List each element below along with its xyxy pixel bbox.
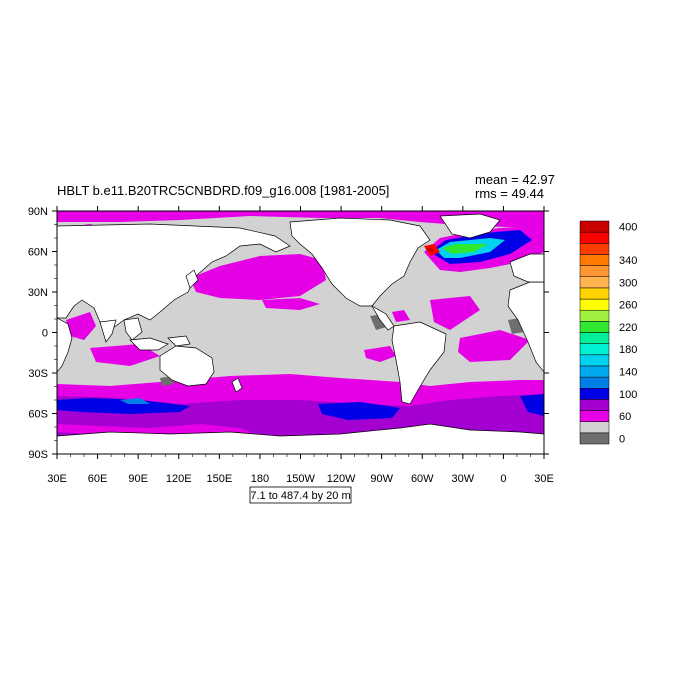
y-tick-label: 30S — [28, 368, 48, 380]
colorbar-swatch — [579, 332, 610, 344]
greenland — [439, 213, 501, 239]
north-atlantic-patch — [430, 296, 480, 330]
x-tick-label: 90E — [128, 473, 148, 485]
colorbar-label: 140 — [619, 367, 637, 379]
south-america — [391, 321, 447, 405]
land — [57, 213, 544, 454]
colorbar-label: 300 — [619, 277, 637, 289]
x-tick-label: 150W — [286, 473, 315, 485]
indonesia — [129, 337, 169, 351]
colorbar-swatch — [579, 276, 610, 289]
colorbar-swatch — [579, 365, 610, 378]
africa-east — [57, 317, 73, 373]
x-tick-label: 120E — [166, 473, 192, 485]
colorbar-swatch — [579, 287, 610, 300]
new-zealand — [231, 377, 243, 393]
pacific-streak — [262, 298, 320, 310]
hotspot-darkred — [426, 248, 434, 252]
japan — [185, 269, 199, 289]
rms-stat: rms = 49.44 — [475, 186, 544, 201]
colorbar-label: 220 — [619, 322, 637, 334]
hotspot-green — [442, 244, 488, 254]
y-axis-ticks: 90N 60N 30N 0 30S 60S 90S — [28, 206, 549, 461]
colorbar-label: 180 — [619, 344, 637, 356]
colorbar-swatch — [579, 243, 610, 255]
colorbar-swatch — [579, 220, 610, 233]
lightblue-patch — [120, 398, 150, 404]
y-tick-label: 90S — [28, 449, 48, 461]
colorbar-swatch — [579, 265, 610, 278]
south-atlantic-patch — [458, 330, 530, 362]
x-axis-ticks: 30E 60E 90E 120E 150E 180 150W 120W 90W 60W 30W 0 30… — [47, 206, 554, 485]
eurasia — [57, 223, 291, 331]
blue-patch-1 — [57, 398, 190, 414]
blue-patch-2 — [318, 402, 400, 420]
indochina — [123, 317, 143, 341]
australia — [159, 345, 215, 387]
colorbar-swatch — [579, 388, 610, 400]
x-tick-label: 120W — [327, 473, 356, 485]
chart-title: HBLT b.e11.B20TRC5CNBDRD.f09_g16.008 [19… — [57, 183, 389, 198]
x-tick-label: 30E — [47, 473, 67, 485]
contour-info: 7.1 to 487.4 by 20 m — [250, 490, 350, 502]
mean-stat: mean = 42.97 — [475, 172, 555, 187]
y-tick-label: 60S — [28, 409, 48, 421]
caribbean-patch — [392, 310, 410, 322]
colorbar-swatch — [579, 410, 610, 422]
india — [99, 319, 117, 343]
y-tick-label: 90N — [28, 206, 48, 218]
blue-patch-3 — [520, 394, 544, 416]
colorbar-swatch — [579, 399, 610, 411]
colorbar-swatch — [579, 421, 610, 434]
colorbar-swatch — [579, 321, 610, 333]
central-america — [371, 305, 395, 331]
arctic-band — [57, 211, 544, 228]
x-tick-label: 30W — [452, 473, 475, 485]
arabian-sea-patch — [66, 312, 96, 340]
colorbar-label: 340 — [619, 255, 637, 267]
contour-info-box — [249, 486, 352, 504]
x-tick-label: 180 — [251, 473, 269, 485]
east-pacific-patch — [364, 346, 396, 362]
colorbar-swatch — [579, 376, 610, 389]
x-tick-label: 90W — [370, 473, 393, 485]
colorbar-label: 60 — [619, 411, 631, 423]
colorbar-label: 400 — [619, 222, 637, 234]
colorbar-swatch — [579, 343, 610, 356]
antarctica-land — [57, 423, 544, 454]
north-america — [289, 217, 431, 307]
x-tick-label: 60W — [411, 473, 434, 485]
north-pacific-patch — [190, 254, 326, 300]
colorbar-label: 0 — [619, 433, 625, 445]
x-tick-label: 60E — [88, 473, 108, 485]
y-tick-label: 0 — [42, 328, 48, 340]
colorbar-swatch — [579, 231, 610, 244]
colorbar-swatch — [579, 298, 610, 311]
map-field — [57, 211, 544, 454]
x-tick-label: 0 — [500, 473, 506, 485]
europe-west — [509, 253, 544, 283]
colorbar-swatch — [579, 254, 610, 266]
new-guinea — [167, 335, 191, 347]
colorbar: 0 60 100 140 180 220 260 300 340 400 — [579, 220, 637, 445]
colorbar-label: 100 — [619, 389, 637, 401]
colorbar-label: 260 — [619, 300, 637, 312]
colorbar-swatch — [579, 309, 610, 322]
colorbar-swatch — [579, 432, 610, 445]
x-tick-label: 150E — [206, 473, 232, 485]
y-tick-label: 60N — [28, 247, 48, 259]
y-tick-label: 30N — [28, 287, 48, 299]
x-tick-label: 30E — [534, 473, 554, 485]
colorbar-swatch — [579, 354, 610, 367]
